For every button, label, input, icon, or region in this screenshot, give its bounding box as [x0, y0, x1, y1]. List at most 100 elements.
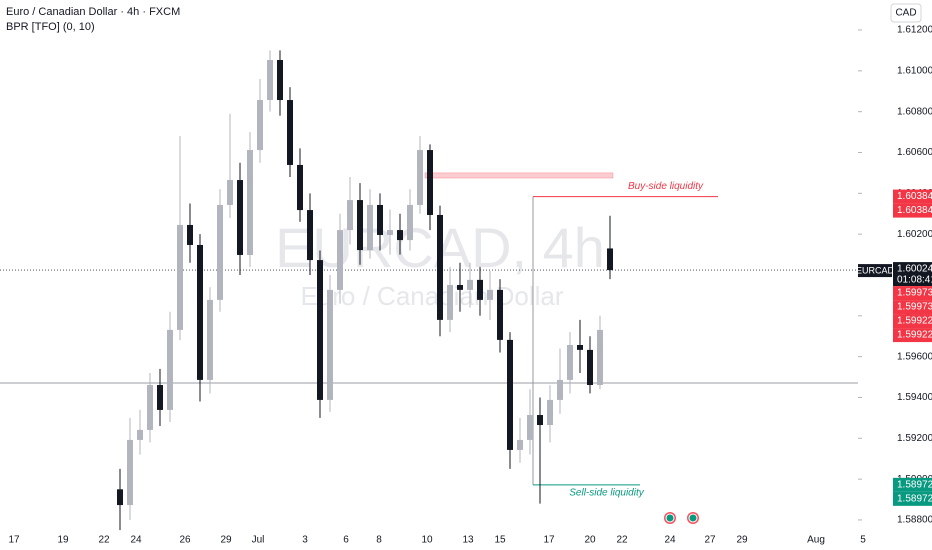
price-label: 1.60384: [897, 191, 932, 202]
liquidity-label: Buy-side liquidity: [628, 181, 704, 192]
y-tick-label: 1.61000: [897, 65, 932, 76]
candle-body: [457, 284, 463, 290]
candle-body: [597, 329, 603, 386]
candle-body: [257, 100, 263, 151]
candle-body: [387, 230, 393, 235]
candle-body: [247, 150, 253, 255]
event-icon[interactable]: [688, 513, 698, 523]
y-tick-label: 1.60600: [897, 147, 932, 158]
candle-body: [417, 150, 423, 205]
x-tick-label: 27: [704, 535, 716, 546]
candle-body: [377, 204, 383, 235]
chart-title: Euro / Canadian Dollar · 4h · FXCM: [6, 6, 180, 18]
price-label-box: [893, 314, 932, 329]
event-icons[interactable]: [664, 512, 699, 524]
candle-body: [177, 224, 183, 330]
candle-body: [367, 204, 373, 251]
candle-body: [277, 60, 283, 101]
x-tick-label: 26: [179, 535, 191, 546]
candle-body: [307, 210, 313, 261]
price-label-box: [893, 300, 932, 315]
currency[interactable]: CAD: [895, 8, 916, 19]
x-tick-label: 10: [421, 535, 433, 546]
y-tick-label: 1.60200: [897, 229, 932, 240]
x-tick-label: 24: [130, 535, 142, 546]
symbol-label: EURCAD: [856, 265, 895, 275]
price-label-box: [893, 203, 932, 218]
countdown: 01:08:41: [897, 275, 932, 286]
candle-body: [397, 230, 403, 241]
currency-box[interactable]: [890, 3, 922, 23]
x-tick-label: 15: [494, 535, 506, 546]
candle-body: [217, 204, 223, 300]
x-tick-label: 17: [543, 535, 555, 546]
candle-body: [127, 439, 133, 506]
candle-body: [267, 60, 273, 101]
price-label: 1.59922: [897, 316, 932, 327]
x-tick-label: 22: [98, 535, 110, 546]
x-tick-label: 22: [616, 535, 628, 546]
candle-body: [297, 164, 303, 211]
candle-body: [467, 279, 473, 290]
candle-body: [587, 349, 593, 386]
candle-body: [167, 329, 173, 410]
x-tick-label: 24: [664, 535, 676, 546]
candle-body: [357, 200, 363, 251]
candle-body: [317, 260, 323, 400]
candle-body: [577, 345, 583, 350]
bpr-zone: [424, 172, 614, 179]
candle-body: [557, 379, 563, 400]
candle-body: [437, 214, 443, 320]
liquidity-label: Sell-side liquidity: [569, 487, 644, 498]
candle-body: [477, 279, 483, 300]
candle-body: [507, 339, 513, 450]
candle-body: [517, 439, 523, 450]
axes: 1.612001.610001.608001.606001.604001.602…: [856, 25, 932, 526]
price-label: 1.58972: [897, 479, 932, 490]
price-label: 1.59973: [897, 288, 932, 299]
x-tick-label: Aug: [807, 535, 825, 546]
candle-body: [287, 100, 293, 165]
candle-body: [227, 180, 233, 205]
candle-body: [497, 289, 503, 340]
price-label-box: [893, 477, 932, 492]
candle-body: [607, 248, 613, 271]
candle-body: [347, 200, 353, 231]
candle-body: [447, 284, 453, 320]
x-tick-label: Jul: [252, 535, 265, 546]
x-tick-label: 8: [376, 535, 382, 546]
candle-body: [207, 299, 213, 380]
candle-body: [487, 289, 493, 300]
x-tick-label: 29: [736, 535, 748, 546]
event-icon[interactable]: [665, 513, 675, 523]
price-label-box: [893, 189, 932, 204]
price-label: 1.60384: [897, 205, 932, 216]
y-tick-label: 1.59600: [897, 351, 932, 362]
price-label: 1.58972: [897, 493, 932, 504]
price-label-box: [893, 286, 932, 301]
x-tick-label: 3: [302, 535, 308, 546]
candle-body: [337, 230, 343, 290]
candle-body: [147, 385, 153, 430]
last-price-label: 1.60024: [897, 264, 932, 275]
y-tick-label: 1.60800: [897, 106, 932, 117]
candle-body: [527, 415, 533, 440]
price-label: 1.59922: [897, 330, 932, 341]
candle-body: [567, 345, 573, 380]
x-tick-label: 6: [343, 535, 349, 546]
last-price-box: [893, 262, 932, 287]
x-tick-label: 20: [584, 535, 596, 546]
x-tick-label: 5: [860, 535, 866, 546]
y-tick-label: 1.58800: [897, 515, 932, 526]
candle-body: [117, 489, 123, 506]
indicator-name: BPR [TFO] (0, 10): [6, 21, 95, 33]
candle-body: [327, 289, 333, 400]
candle-body: [137, 429, 143, 440]
x-tick-label: 17: [8, 535, 20, 546]
candle-body: [197, 244, 203, 380]
y-tick-label: 1.61200: [897, 25, 932, 36]
candle-body: [237, 180, 243, 255]
x-tick-label: 13: [462, 535, 474, 546]
